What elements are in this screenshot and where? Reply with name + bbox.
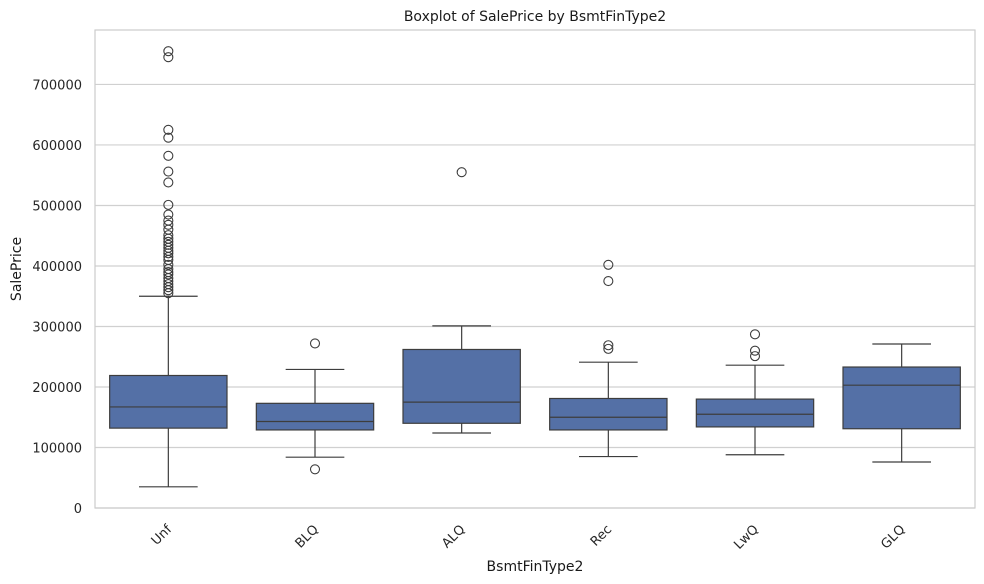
box-iqr: [109, 374, 228, 429]
outlier-point: [749, 345, 761, 356]
box-group: [109, 46, 961, 488]
box-iqr: [255, 402, 375, 431]
y-tick-label: 400000: [32, 260, 82, 275]
outlier-point: [163, 282, 174, 293]
box-iqr: [402, 348, 521, 424]
outlier-point: [163, 288, 174, 299]
box-alq: [402, 167, 521, 434]
outlier-point: [163, 46, 174, 57]
outlier-point: [163, 177, 174, 188]
outlier-point: [603, 259, 614, 270]
box-unf: [109, 46, 228, 488]
outlier-point: [163, 219, 174, 230]
box-iqr: [842, 366, 961, 430]
y-axis-ticks: 0 100000 200000 300000 400000 500000 600000 700…: [32, 78, 82, 517]
box-iqr: [549, 397, 668, 431]
outlier-point: [163, 166, 174, 177]
plot-frame: [94, 29, 976, 509]
outlier-point: [456, 167, 467, 178]
outlier-point: [309, 338, 321, 349]
outlier-point: [163, 150, 174, 161]
outlier-point: [603, 343, 614, 354]
outlier-point: [309, 464, 321, 475]
outlier-point: [163, 269, 174, 280]
y-tick-label: 100000: [32, 441, 82, 456]
outlier-point: [749, 329, 761, 340]
outlier-point: [163, 248, 174, 259]
outlier-point: [163, 230, 174, 241]
y-tick-label: 200000: [32, 381, 82, 396]
box-lwq: [695, 329, 815, 456]
y-tick-label: 500000: [32, 199, 82, 214]
box-iqr: [695, 398, 815, 428]
x-axis-label: BsmtFinType2: [487, 559, 584, 575]
chart-title: Boxplot of SalePrice by BsmtFinType2: [404, 9, 666, 25]
box-glq: [842, 343, 961, 463]
outlier-point: [603, 276, 614, 287]
outlier-point: [163, 285, 174, 296]
outlier-point: [603, 340, 614, 351]
outlier-point: [163, 132, 174, 143]
outlier-point: [163, 251, 174, 262]
outlier-point: [163, 52, 174, 63]
outlier-point: [163, 199, 174, 210]
y-tick-label: 300000: [32, 320, 82, 335]
grid-lines: [95, 83, 975, 509]
y-axis-label: SalePrice: [9, 237, 25, 301]
box-blq: [255, 338, 375, 475]
outlier-point: [163, 259, 174, 270]
box-rec: [549, 259, 668, 458]
outlier-point: [163, 209, 174, 220]
y-tick-label: 700000: [32, 78, 82, 93]
y-tick-label: 0: [74, 502, 82, 517]
outlier-point: [749, 351, 761, 362]
y-tick-label: 600000: [32, 139, 82, 154]
outlier-point: [163, 124, 174, 135]
